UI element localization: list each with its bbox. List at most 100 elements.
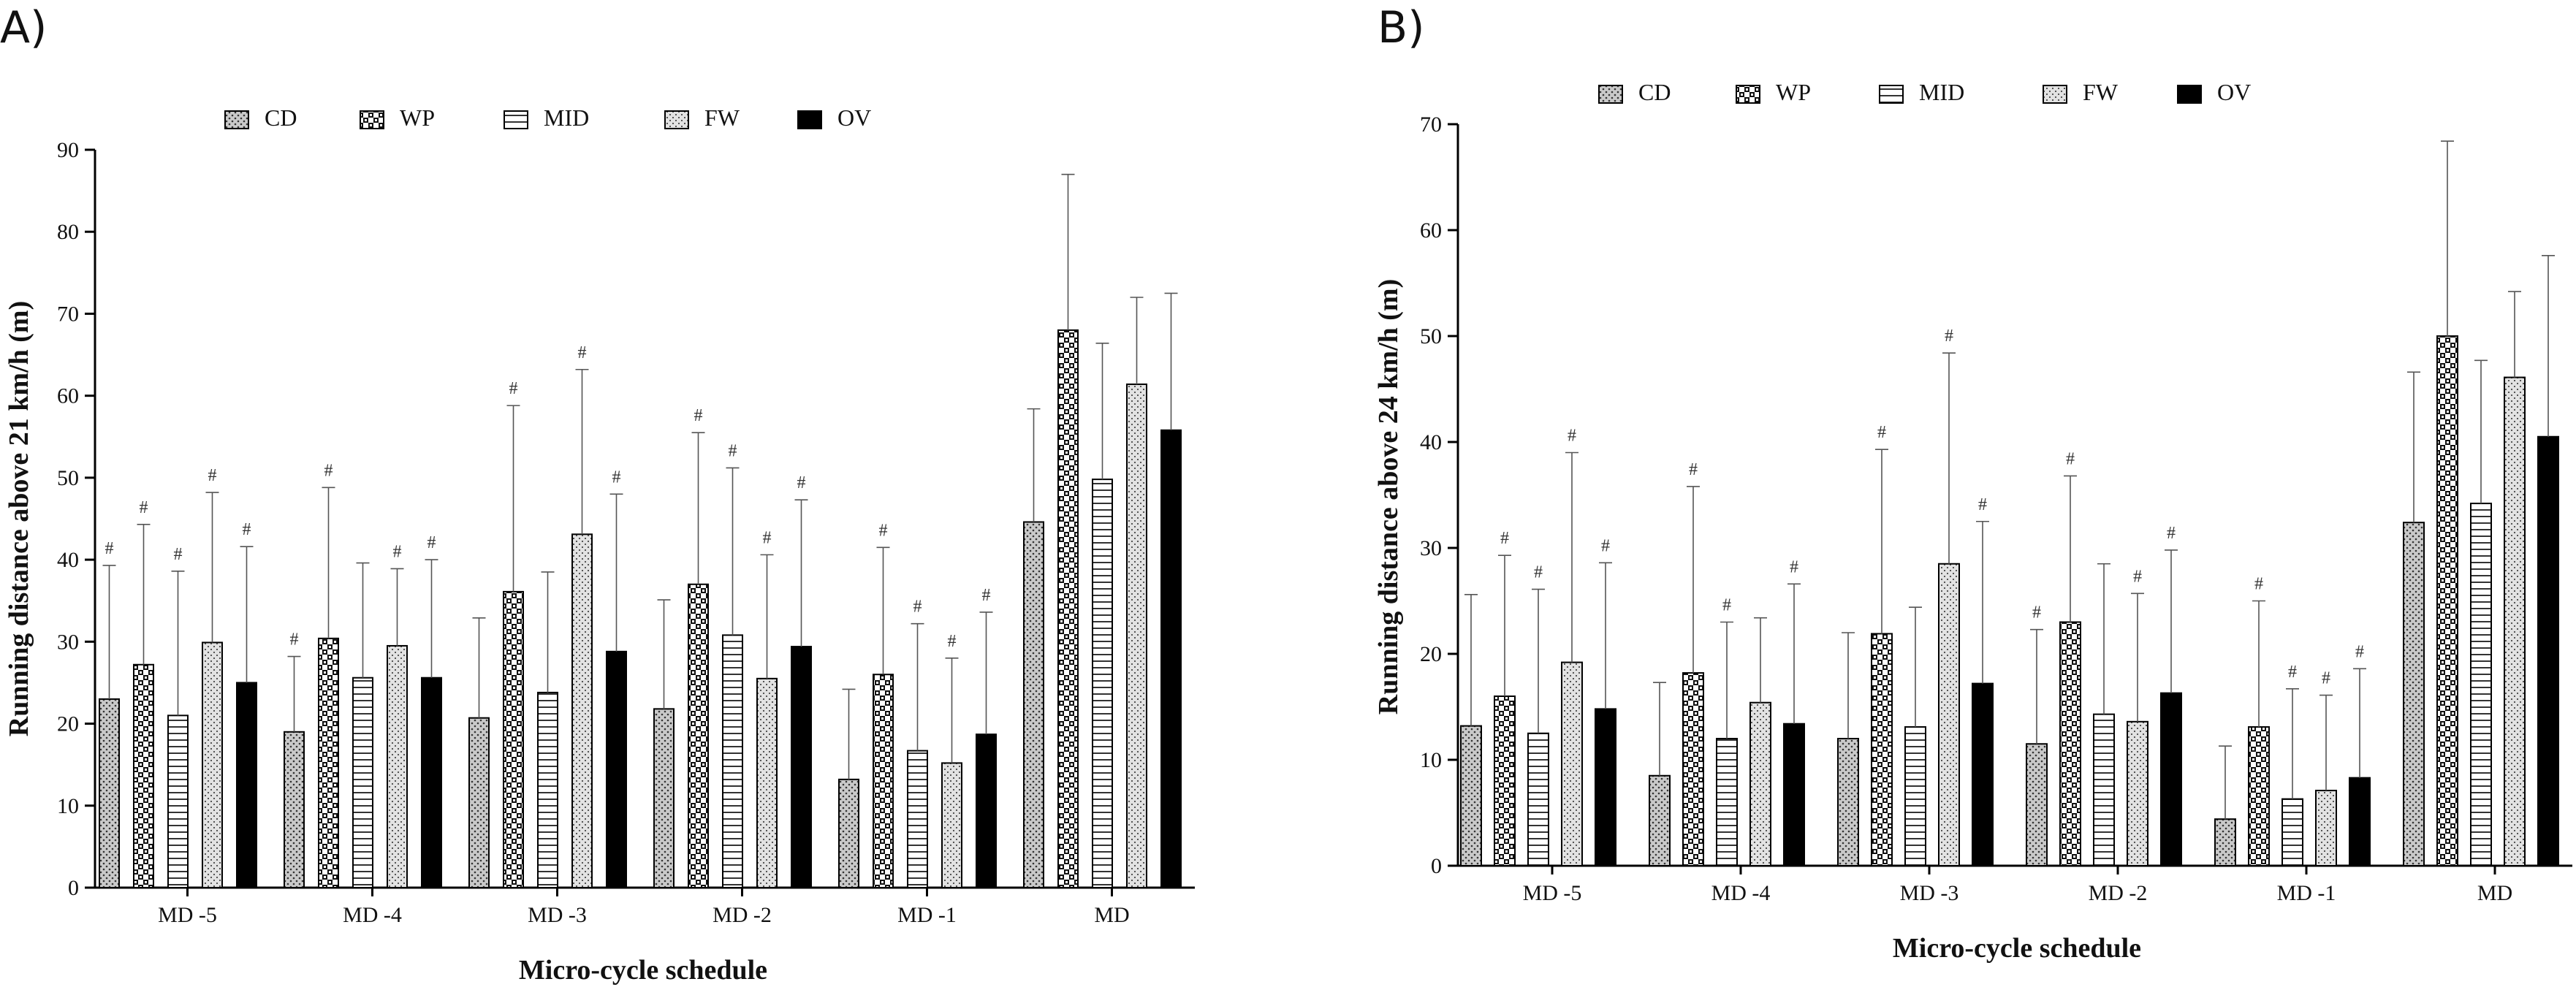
panel-b-sig-marker: # [1534, 563, 1543, 582]
panel-a-sig-marker: # [208, 466, 217, 485]
panel-a-bar-fw [756, 677, 778, 888]
panel-b-bar-fw [1561, 661, 1583, 866]
panel-a-bar-mid [907, 750, 928, 888]
panel-b-bar-ov [2537, 435, 2559, 866]
panel-a-sig-marker: # [578, 343, 587, 362]
panel-a-bar-cd [1023, 521, 1044, 888]
panel-a-sig-marker: # [509, 379, 518, 398]
panel-a-categories: MD -5 MD -4 MD -3 MD -2 MD -1 MD [158, 888, 1130, 927]
panel-b-sig-marker: # [2355, 642, 2364, 661]
panel-b-legend-label-cd: CD [1638, 79, 1671, 105]
panel-a-ytick-label: 80 [57, 220, 79, 244]
panel-b-bar-wp [2059, 621, 2081, 866]
panel-b-ytick-label: 60 [1420, 218, 1442, 243]
panel-b-ytick-label: 40 [1420, 430, 1442, 454]
panel-b-ytick-label: 70 [1420, 113, 1442, 137]
panel-a-bar-ov [236, 682, 257, 888]
panel-a-sig-marker: # [393, 542, 402, 561]
panel-b-ytick-label: 50 [1420, 324, 1442, 348]
panel-a-y-ticks: 0 10 20 30 40 50 60 70 80 90 [57, 138, 95, 900]
panel-a-bar-fw [1126, 383, 1147, 888]
panel-b-bars: # # # # # # # # # # # # # # # # # # [1460, 140, 2559, 867]
panel-b-legend-label-wp: WP [1776, 79, 1811, 105]
panel-a-ytick-label: 20 [57, 712, 79, 736]
panel-b-sig-marker: # [1877, 423, 1886, 442]
panel-a-ytick-label: 10 [57, 794, 79, 818]
panel-b-legend-swatch-ov [2177, 85, 2202, 104]
panel-a-bar-fw [387, 644, 408, 888]
panel-b-sig-marker: # [2322, 669, 2330, 688]
panel-b-sig-marker: # [1945, 327, 1953, 346]
panel-a-ytick-label: 50 [57, 466, 79, 490]
panel-a-bar-cd [838, 778, 859, 889]
panel-b-bar-wp [2248, 726, 2270, 866]
panel-b-bar-mid [2093, 713, 2115, 867]
panel-b-sig-marker: # [1790, 557, 1798, 576]
panel-b-legend: CD WP MID FW OV [1598, 79, 2251, 105]
panel-a-ytick-label: 60 [57, 384, 79, 408]
panel-b-bar-cd [2026, 743, 2048, 866]
panel-a-legend-label-ov: OV [837, 104, 871, 131]
panel-b-ytick-label: 10 [1420, 748, 1442, 772]
panel-b-ytick-label: 20 [1420, 642, 1442, 666]
panel-b-legend-label-fw: FW [2083, 79, 2119, 105]
panel-a-sig-marker: # [612, 468, 621, 487]
panel-b-bar-cd [1837, 738, 1859, 866]
panel-a-bar-wp [688, 583, 709, 888]
panel-a-legend: CD WP MID FW OV [224, 104, 871, 131]
panel-a-sig-marker: # [428, 533, 436, 552]
panel-b-bar-fw [1749, 701, 1771, 867]
panel-a-sig-marker: # [290, 630, 299, 649]
panel-a-bar-cd [284, 731, 305, 888]
panel-b-legend-swatch-fw [2043, 85, 2067, 104]
panel-b-bar-wp [1494, 696, 1516, 866]
panel-a-sig-marker: # [879, 521, 888, 540]
panel-b-category-label: MD -4 [1711, 881, 1771, 905]
panel-b-bar-fw [2127, 720, 2148, 866]
panel-a-bar-wp [503, 590, 524, 889]
panel-a-legend-swatch-fw [664, 110, 689, 129]
panel-a-sig-marker: # [948, 632, 957, 651]
panel-b-label: B) [1378, 2, 1425, 53]
panel-a-bar-mid [352, 677, 373, 888]
panel-a-bar-mid [1092, 479, 1113, 888]
panel-b-sig-marker: # [2288, 663, 2297, 682]
panel-a-ytick-label: 30 [57, 630, 79, 654]
panel-a-sig-marker: # [763, 528, 772, 547]
panel-b-bar-wp [1871, 633, 1893, 866]
panel-b-bar-cd [1649, 774, 1671, 866]
panel-a-bar-ov [791, 646, 812, 888]
panel-a-legend-swatch-wp [360, 110, 384, 129]
panel-b-bar-mid [1527, 732, 1549, 866]
panel-a-bar-mid [722, 634, 743, 888]
panel-b-bar-fw [2504, 376, 2526, 866]
panel-a-sig-marker: # [105, 539, 114, 558]
panel-b-legend-swatch-mid [1879, 85, 1904, 104]
panel-b-bar-ov [1595, 708, 1616, 867]
panel-a-legend-swatch-mid [504, 110, 528, 129]
panel-b-bar-cd [2403, 522, 2425, 866]
panel-b-sig-marker: # [1568, 427, 1576, 446]
panel-a-bar-wp [318, 637, 339, 888]
panel-a-bar-wp [873, 674, 894, 888]
panel-b-bar-ov [2349, 777, 2371, 867]
panel-a-bar-mid [167, 714, 189, 888]
panel-b-y-axis-title: Running distance above 24 km/h (m) [1373, 279, 1404, 714]
panel-b-bar-fw [2315, 790, 2337, 867]
panel-b-bar-wp [1682, 672, 1704, 866]
panel-a-ytick-label: 40 [57, 548, 79, 572]
panel-b-bar-cd [2214, 818, 2236, 866]
panel-b-ytick-label: 30 [1420, 536, 1442, 560]
panel-b-sig-marker: # [1601, 536, 1610, 555]
panel-a-sig-marker: # [174, 545, 183, 564]
panel-b-sig-marker: # [2133, 567, 2142, 586]
panel-b-bar-mid [1716, 738, 1738, 866]
panel-a-y-axis-title: Running distance above 21 km/h (m) [4, 301, 34, 736]
panel-a-legend-label-cd: CD [265, 104, 297, 131]
panel-b-sig-marker: # [1689, 460, 1698, 479]
panel-a-bar-wp [1057, 329, 1079, 888]
panel-b-sig-marker: # [1500, 529, 1509, 548]
panel-a-label: A) [0, 2, 47, 53]
